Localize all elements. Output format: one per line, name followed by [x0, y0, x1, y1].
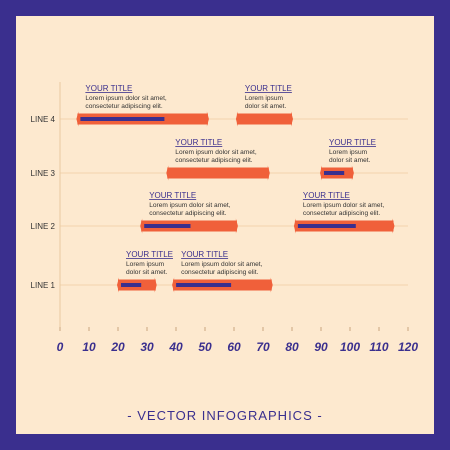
range-bar	[236, 113, 292, 125]
segment-text: Lorem ipsum	[329, 149, 368, 156]
x-tick-label: 20	[110, 340, 125, 354]
segment-text: consectetur adipiscing elit.	[181, 269, 259, 276]
bar-cap-right	[291, 111, 293, 127]
segment-text: consectetur adipiscing elit.	[303, 210, 381, 217]
x-tick-label: 50	[198, 340, 212, 354]
bar-cap-right	[392, 218, 395, 234]
bar-cap-left	[166, 165, 169, 181]
segment-text: Lorem ipsum	[245, 95, 284, 102]
x-tick-label: 80	[285, 340, 299, 354]
segment-text: dolor sit amet.	[329, 157, 371, 164]
segment-text: dolor sit amet.	[126, 269, 168, 276]
row-label: LINE 4	[31, 115, 56, 124]
x-tick-label: 60	[227, 340, 241, 354]
bar-cap-left	[235, 111, 238, 127]
segment-text: dolor sit amet.	[245, 103, 287, 110]
bar-cap-right	[351, 165, 354, 181]
x-tick-label: 40	[168, 340, 183, 354]
segment-text: Lorem ipsum dolor sit amet,	[303, 202, 385, 209]
x-tick-label: 90	[314, 340, 328, 354]
segment-title: YOUR TITLE	[126, 250, 173, 259]
segment-title: YOUR TITLE	[149, 191, 196, 200]
progress-bar	[144, 224, 191, 228]
x-tick-label: 10	[82, 340, 96, 354]
segment-text: consectetur adipiscing elit.	[85, 103, 163, 110]
bar-cap-right	[270, 277, 273, 293]
segment-title: YOUR TITLE	[303, 191, 350, 200]
progress-bar	[176, 283, 232, 287]
segment-text: Lorem ipsum dolor sit amet,	[181, 261, 263, 268]
segment-title: YOUR TITLE	[175, 138, 222, 147]
segment-text: Lorem ipsum dolor sit amet,	[149, 202, 231, 209]
bar-cap-left	[293, 218, 296, 234]
bar-cap-left	[140, 218, 143, 234]
bar-cap-right	[206, 111, 209, 127]
bar-cap-left	[76, 111, 79, 127]
bar-cap-left	[172, 277, 175, 293]
x-tick-label: 120	[398, 340, 418, 354]
bar-cap-left	[320, 165, 322, 181]
segment-text: consectetur adipiscing elit.	[149, 210, 227, 217]
x-tick-label: 100	[340, 340, 360, 354]
x-tick-label: 110	[369, 340, 388, 354]
x-tick-label: 70	[256, 340, 270, 354]
bar-cap-right	[154, 277, 157, 293]
row-label: LINE 1	[31, 281, 56, 290]
progress-bar	[324, 171, 345, 175]
footer-caption: - VECTOR INFOGRAPHICS -	[127, 408, 323, 423]
progress-bar	[297, 224, 356, 228]
segment-text: Lorem ipsum	[126, 261, 165, 268]
segment-title: YOUR TITLE	[329, 138, 376, 147]
segment-title: YOUR TITLE	[85, 84, 132, 93]
x-tick-label: 30	[140, 340, 154, 354]
segment-text: Lorem ipsum dolor sit amet,	[175, 149, 257, 156]
bar-cap-left	[117, 277, 119, 293]
row-label: LINE 3	[31, 169, 56, 178]
progress-bar	[121, 283, 142, 287]
bar-cap-right	[235, 218, 238, 234]
segment-title: YOUR TITLE	[181, 250, 228, 259]
segment-text: Lorem ipsum dolor sit amet,	[85, 95, 167, 102]
range-bar	[167, 167, 269, 179]
segment-text: consectetur adipiscing elit.	[175, 157, 253, 164]
bar-cap-right	[267, 165, 270, 181]
x-tick-label: 0	[57, 340, 64, 354]
progress-bar	[80, 117, 165, 121]
segment-title: YOUR TITLE	[245, 84, 292, 93]
row-label: LINE 2	[31, 222, 56, 231]
